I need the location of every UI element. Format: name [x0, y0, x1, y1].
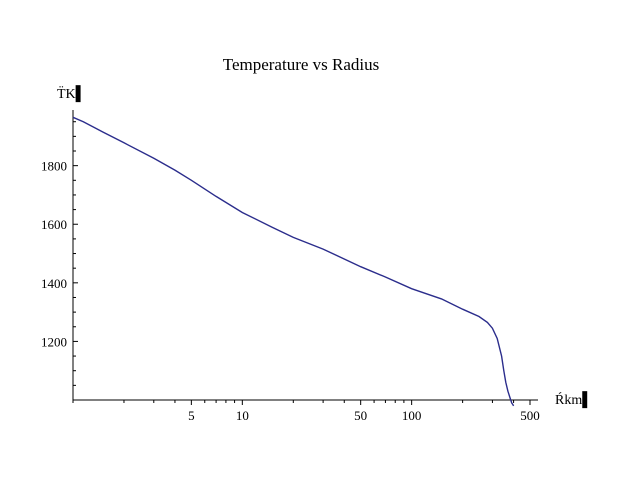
y-tick-label: 1600	[41, 217, 67, 232]
axes	[72, 110, 538, 401]
y-tick-label: 1200	[41, 334, 67, 349]
series-layer	[72, 116, 515, 407]
y-axis-label: T̈K▌	[57, 85, 86, 103]
x-tick-label: 5	[188, 408, 195, 423]
y-tick-label: 1800	[41, 159, 67, 174]
y-tick-label: 1400	[41, 276, 67, 291]
x-tick-label: 50	[354, 408, 367, 423]
chart-title: Temperature vs Radius	[223, 55, 380, 74]
temperature-series-line	[72, 116, 515, 407]
axis-ticks: 5 10 50 100 500 1200 1400 1600 1800	[41, 121, 540, 423]
x-tick-label: 500	[520, 408, 540, 423]
x-tick-label: 100	[402, 408, 422, 423]
x-axis-label: Ŕkm▌	[555, 391, 592, 409]
x-tick-label: 10	[236, 408, 249, 423]
